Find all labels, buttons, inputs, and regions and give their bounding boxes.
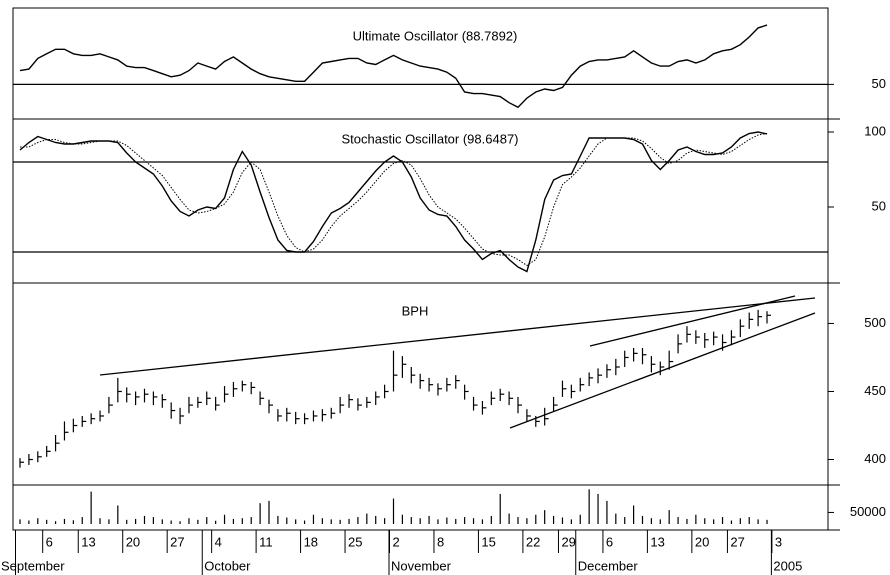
line-series [19,24,768,109]
x-tick-label: 8 [437,534,444,549]
x-tick-label: 22 [526,534,540,549]
x-tick-label: 2 [393,534,400,549]
x-tick-label: 29 [561,534,575,549]
y-tick-label: 450 [864,383,886,398]
panel-title: Ultimate Oscillator (88.7892) [353,28,518,43]
y-tick-label: 400 [864,451,886,466]
panel-title: Stochastic Oscillator (98.6487) [341,131,518,146]
x-tick-label: 6 [46,534,53,549]
month-label: September [1,558,65,573]
trend-line [589,295,796,347]
x-tick-label: 18 [304,534,318,549]
month-label: 2005 [773,558,802,573]
month-label: October [204,558,251,573]
y-tick-label: 100 [864,123,886,138]
y-tick-label: 500 [864,315,886,330]
x-tick-label: 13 [650,534,664,549]
x-tick-label: 4 [215,534,222,549]
x-tick-label: 20 [126,534,140,549]
x-tick-label: 25 [348,534,362,549]
y-tick-label: 50 [872,198,886,213]
trend-line [99,297,816,376]
line-series [20,133,768,267]
x-tick-label: 20 [695,534,709,549]
month-label: November [391,558,452,573]
x-tick-label: 3 [775,534,782,549]
month-label: December [578,558,639,573]
x-tick-label: 11 [259,534,273,549]
y-tick-label: 50 [872,76,886,91]
x-tick-label: 6 [606,534,613,549]
x-tick-label: 27 [730,534,744,549]
trend-line [509,312,816,429]
frame [12,7,829,531]
x-tick-label: 13 [81,534,95,549]
x-tick-label: 27 [170,534,184,549]
panel-title: BPH [402,303,429,318]
y-tick-label: 50000 [850,504,886,519]
line-series [19,131,768,273]
x-tick-label: 15 [481,534,495,549]
